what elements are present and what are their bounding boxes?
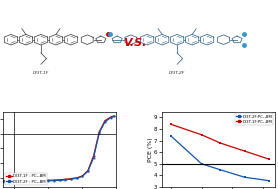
Text: V.S.: V.S. <box>123 39 147 48</box>
Text: DI3T-1F: DI3T-1F <box>33 71 49 75</box>
Legend: DI3T-2F:PC₇₁BM, DI3T-1F:PC₇₁BM: DI3T-2F:PC₇₁BM, DI3T-1F:PC₇₁BM <box>235 113 273 125</box>
Legend: DI3T-1F : PC₇₁BM, DI3T-2F : PC₇₁BM: DI3T-1F : PC₇₁BM, DI3T-2F : PC₇₁BM <box>5 173 48 185</box>
Text: DI3T-2F: DI3T-2F <box>169 71 185 75</box>
Y-axis label: PCE (%): PCE (%) <box>148 137 153 162</box>
